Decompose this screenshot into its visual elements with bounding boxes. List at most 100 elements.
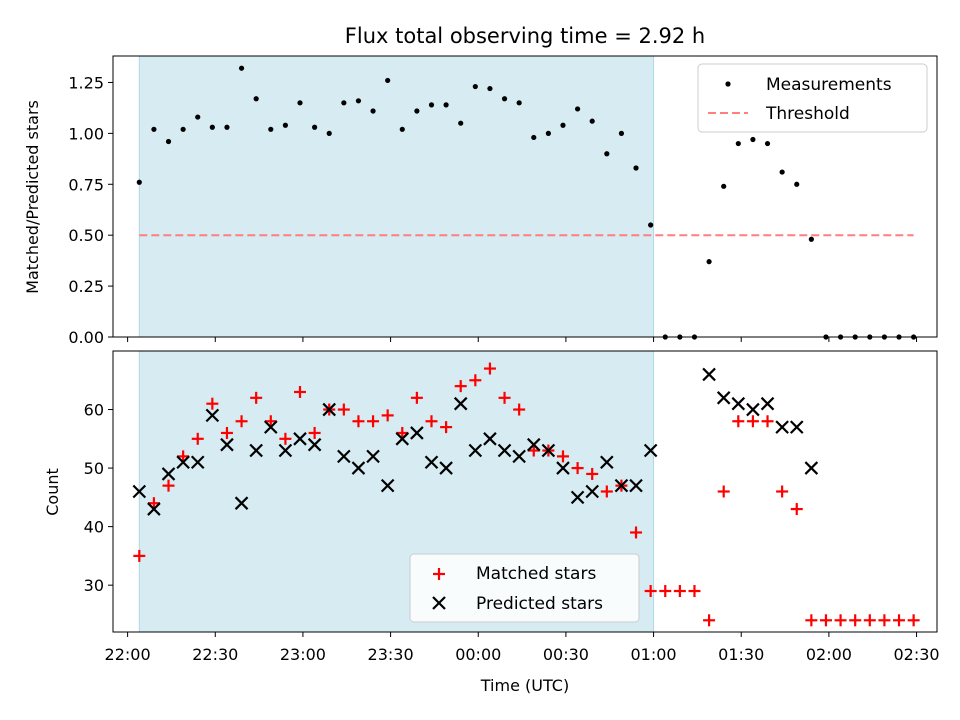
y-tick-label: 1.00 bbox=[68, 124, 104, 143]
observing-window-shade-top bbox=[138, 55, 655, 338]
measurement-point bbox=[443, 102, 449, 108]
x-tick-label: 02:30 bbox=[893, 645, 939, 664]
matched-star-point bbox=[893, 614, 906, 627]
matched-star-point bbox=[659, 585, 672, 598]
count-y-axis: 30 40 50 60 bbox=[84, 401, 113, 595]
measurement-point bbox=[224, 124, 230, 130]
measurement-point bbox=[501, 96, 508, 102]
measurement-point bbox=[370, 108, 376, 114]
predicted-star-point bbox=[731, 396, 746, 411]
matched-star-point bbox=[746, 415, 759, 428]
measurement-point bbox=[560, 122, 566, 128]
measurement-point bbox=[472, 83, 478, 90]
predicted-star-point bbox=[351, 461, 366, 475]
measurement-point bbox=[633, 165, 639, 171]
measurement-point bbox=[195, 114, 201, 120]
y-tick-label: 60 bbox=[84, 401, 104, 420]
chart-title: Flux total observing time = 2.92 h bbox=[345, 24, 705, 48]
count-y-label: Count bbox=[43, 468, 62, 516]
predicted-star-point bbox=[468, 443, 483, 458]
matched-star-point bbox=[469, 374, 482, 387]
measurement-point bbox=[458, 120, 464, 126]
time-x-label: Time (UTC) bbox=[480, 676, 569, 695]
predicted-star-point bbox=[643, 443, 658, 458]
measurement-point bbox=[779, 169, 785, 175]
predicted-stars-points bbox=[132, 367, 819, 516]
predicted-star-point bbox=[585, 484, 599, 499]
predicted-star-point bbox=[614, 478, 629, 493]
matched-star-point bbox=[352, 415, 365, 428]
matched-star-point bbox=[600, 485, 613, 498]
predicted-star-point bbox=[541, 443, 556, 458]
x-tick-label: 00:30 bbox=[543, 645, 589, 664]
x-tick-label: 22:00 bbox=[105, 645, 151, 664]
measurements-legend-marker bbox=[725, 81, 731, 87]
predicted-star-point bbox=[249, 443, 263, 458]
x-tick-label: 00:00 bbox=[455, 645, 501, 664]
predicted-star-point bbox=[453, 396, 468, 411]
measurement-point bbox=[414, 108, 420, 114]
predicted-star-point bbox=[775, 420, 789, 434]
predicted-star-point bbox=[395, 432, 410, 446]
predicted-star-point bbox=[293, 432, 307, 446]
predicted-star-point bbox=[760, 396, 775, 411]
threshold-legend-label: Threshold bbox=[765, 104, 850, 124]
measurement-point bbox=[355, 98, 362, 104]
predicted-star-point bbox=[132, 484, 147, 499]
time-x-axis: 22:00 22:30 23:00 23:30 00:00 00:30 01:00 01:30… bbox=[105, 632, 940, 664]
matched-stars-legend-label: Matched stars bbox=[476, 564, 596, 584]
measurement-point bbox=[136, 179, 142, 185]
matched-star-point bbox=[381, 409, 394, 422]
predicted-star-point bbox=[702, 367, 716, 382]
predicted-stars-legend-label: Predicted stars bbox=[476, 594, 603, 614]
matched-star-point bbox=[513, 403, 526, 416]
measurement-point bbox=[151, 126, 157, 132]
matched-star-point bbox=[264, 415, 277, 428]
predicted-star-point bbox=[278, 443, 293, 458]
matched-star-point bbox=[630, 526, 643, 539]
measurement-point bbox=[282, 122, 288, 128]
predicted-star-point bbox=[439, 461, 453, 475]
y-tick-label: 1.25 bbox=[68, 73, 104, 92]
predicted-star-point bbox=[264, 420, 278, 434]
measurement-point bbox=[180, 126, 186, 132]
ratio-y-axis: 0.00 0.25 0.50 0.75 1.00 1.25 bbox=[68, 73, 113, 347]
ratio-legend-box bbox=[697, 63, 928, 133]
matched-star-point bbox=[878, 614, 891, 627]
measurement-point bbox=[574, 106, 581, 112]
measurement-point bbox=[706, 259, 712, 265]
ratio-panel: 0.00 0.25 0.50 0.75 1.00 1.25 Flux total obse… bbox=[23, 24, 938, 347]
ratio-x-axis-ticks bbox=[127, 337, 918, 342]
measurement-point bbox=[209, 124, 215, 130]
predicted-star-point bbox=[307, 437, 322, 452]
measurement-point bbox=[238, 65, 245, 71]
x-tick-label: 01:00 bbox=[631, 645, 677, 664]
measurement-point bbox=[312, 124, 318, 130]
matched-star-point bbox=[250, 391, 263, 404]
x-tick-label: 22:30 bbox=[192, 645, 238, 664]
measurement-point bbox=[487, 85, 493, 92]
count-panel: 30 40 50 60 22:00 22:30 23:00 23:30 00:00 00:30 0… bbox=[43, 350, 940, 695]
ratio-panel-frame bbox=[112, 55, 938, 338]
matched-star-point bbox=[849, 614, 862, 627]
matched-star-point bbox=[337, 403, 350, 416]
matched-star-point bbox=[410, 391, 423, 404]
predicted-star-point bbox=[804, 461, 819, 475]
predicted-star-point bbox=[147, 502, 161, 516]
predicted-star-point bbox=[789, 420, 804, 434]
x-tick-label: 23:30 bbox=[368, 645, 414, 664]
matched-star-point bbox=[220, 426, 233, 439]
measurement-point bbox=[165, 138, 172, 145]
predicted-star-point bbox=[746, 402, 760, 417]
x-tick-label: 02:00 bbox=[806, 645, 852, 664]
y-tick-label: 40 bbox=[84, 518, 104, 537]
predicted-star-point bbox=[205, 408, 220, 423]
y-tick-label: 0.75 bbox=[68, 175, 104, 194]
measurement-point bbox=[648, 222, 654, 228]
measurement-point bbox=[545, 130, 551, 136]
measurement-point bbox=[531, 134, 537, 141]
ratio-legend: Measurements Threshold bbox=[697, 63, 928, 133]
predicted-star-point bbox=[716, 391, 731, 405]
predicted-star-point bbox=[337, 449, 351, 464]
matched-star-point bbox=[162, 479, 175, 492]
